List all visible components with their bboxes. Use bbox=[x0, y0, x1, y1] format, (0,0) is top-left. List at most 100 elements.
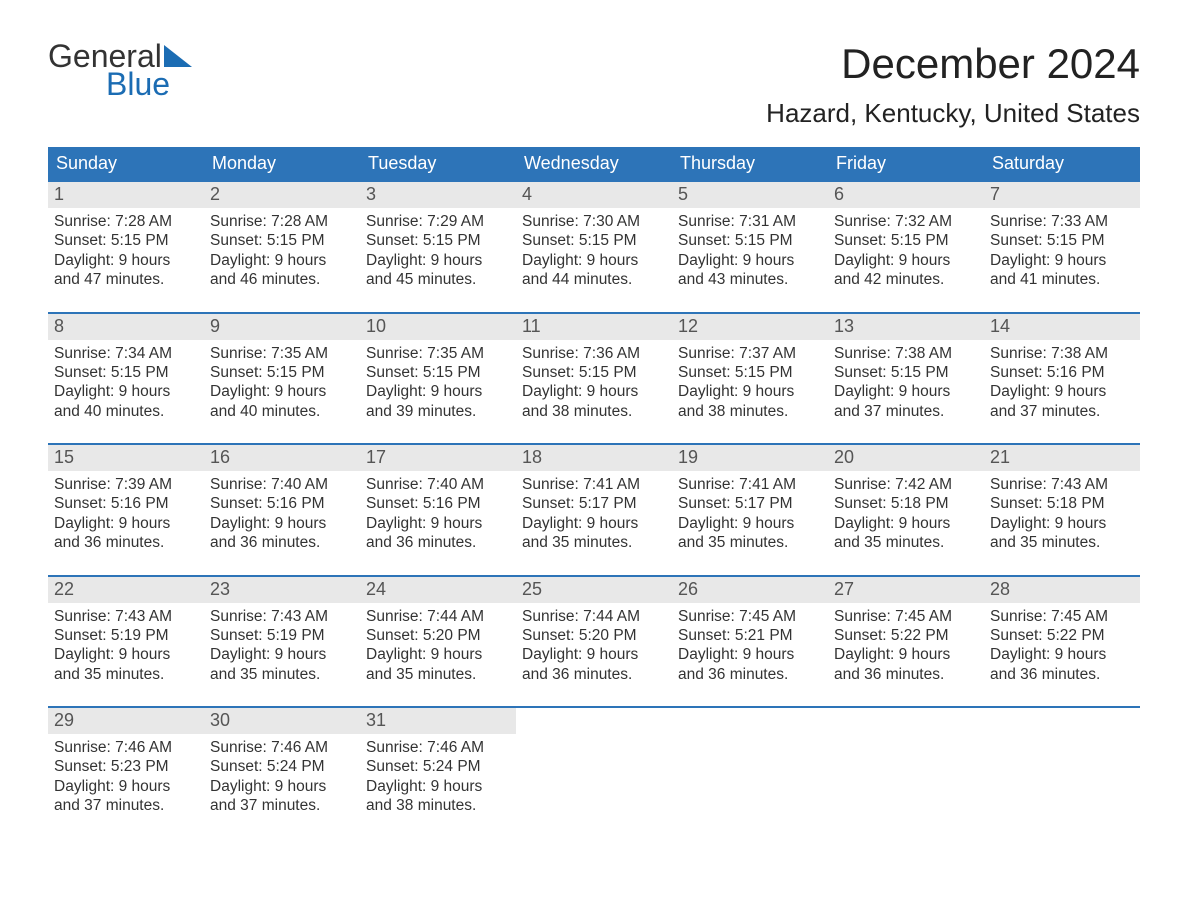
day-cell: . bbox=[672, 708, 828, 824]
day-cell: 11Sunrise: 7:36 AMSunset: 5:15 PMDayligh… bbox=[516, 314, 672, 430]
day-number: 27 bbox=[828, 577, 984, 603]
day-sunset: Sunset: 5:15 PM bbox=[54, 363, 198, 382]
day-sunset: Sunset: 5:15 PM bbox=[834, 363, 978, 382]
day-sunrise: Sunrise: 7:29 AM bbox=[366, 212, 510, 231]
page-header: General Blue December 2024 Hazard, Kentu… bbox=[48, 40, 1140, 129]
day-sunset: Sunset: 5:22 PM bbox=[990, 626, 1134, 645]
day-dl1: Daylight: 9 hours bbox=[678, 645, 822, 664]
day-sunset: Sunset: 5:20 PM bbox=[366, 626, 510, 645]
day-dl1: Daylight: 9 hours bbox=[678, 251, 822, 270]
day-dl2: and 36 minutes. bbox=[366, 533, 510, 552]
day-cell: 4Sunrise: 7:30 AMSunset: 5:15 PMDaylight… bbox=[516, 182, 672, 298]
day-cell: 5Sunrise: 7:31 AMSunset: 5:15 PMDaylight… bbox=[672, 182, 828, 298]
day-dl1: Daylight: 9 hours bbox=[522, 645, 666, 664]
day-cell: 29Sunrise: 7:46 AMSunset: 5:23 PMDayligh… bbox=[48, 708, 204, 824]
day-dl1: Daylight: 9 hours bbox=[834, 251, 978, 270]
day-sunset: Sunset: 5:15 PM bbox=[990, 231, 1134, 250]
day-cell: 21Sunrise: 7:43 AMSunset: 5:18 PMDayligh… bbox=[984, 445, 1140, 561]
day-cell: 23Sunrise: 7:43 AMSunset: 5:19 PMDayligh… bbox=[204, 577, 360, 693]
day-cell: 27Sunrise: 7:45 AMSunset: 5:22 PMDayligh… bbox=[828, 577, 984, 693]
day-number: 4 bbox=[516, 182, 672, 208]
day-sunrise: Sunrise: 7:35 AM bbox=[366, 344, 510, 363]
day-dl2: and 37 minutes. bbox=[54, 796, 198, 815]
day-dl2: and 36 minutes. bbox=[54, 533, 198, 552]
day-sunset: Sunset: 5:15 PM bbox=[210, 363, 354, 382]
day-sunrise: Sunrise: 7:36 AM bbox=[522, 344, 666, 363]
week-row: 29Sunrise: 7:46 AMSunset: 5:23 PMDayligh… bbox=[48, 706, 1140, 824]
day-info: Sunrise: 7:39 AMSunset: 5:16 PMDaylight:… bbox=[48, 471, 204, 553]
day-cell: 18Sunrise: 7:41 AMSunset: 5:17 PMDayligh… bbox=[516, 445, 672, 561]
day-sunset: Sunset: 5:15 PM bbox=[522, 231, 666, 250]
day-sunset: Sunset: 5:16 PM bbox=[990, 363, 1134, 382]
day-info: Sunrise: 7:37 AMSunset: 5:15 PMDaylight:… bbox=[672, 340, 828, 422]
day-cell: 12Sunrise: 7:37 AMSunset: 5:15 PMDayligh… bbox=[672, 314, 828, 430]
day-cell: 17Sunrise: 7:40 AMSunset: 5:16 PMDayligh… bbox=[360, 445, 516, 561]
day-info: Sunrise: 7:40 AMSunset: 5:16 PMDaylight:… bbox=[204, 471, 360, 553]
day-cell: 3Sunrise: 7:29 AMSunset: 5:15 PMDaylight… bbox=[360, 182, 516, 298]
day-number: 28 bbox=[984, 577, 1140, 603]
day-cell: . bbox=[516, 708, 672, 824]
day-sunset: Sunset: 5:19 PM bbox=[54, 626, 198, 645]
day-dl1: Daylight: 9 hours bbox=[210, 645, 354, 664]
day-cell: 2Sunrise: 7:28 AMSunset: 5:15 PMDaylight… bbox=[204, 182, 360, 298]
day-info: Sunrise: 7:44 AMSunset: 5:20 PMDaylight:… bbox=[360, 603, 516, 685]
day-sunset: Sunset: 5:16 PM bbox=[366, 494, 510, 513]
day-sunrise: Sunrise: 7:30 AM bbox=[522, 212, 666, 231]
day-sunrise: Sunrise: 7:42 AM bbox=[834, 475, 978, 494]
day-sunset: Sunset: 5:21 PM bbox=[678, 626, 822, 645]
day-info: Sunrise: 7:38 AMSunset: 5:15 PMDaylight:… bbox=[828, 340, 984, 422]
day-dl2: and 42 minutes. bbox=[834, 270, 978, 289]
day-sunrise: Sunrise: 7:39 AM bbox=[54, 475, 198, 494]
day-dl2: and 44 minutes. bbox=[522, 270, 666, 289]
day-sunset: Sunset: 5:23 PM bbox=[54, 757, 198, 776]
day-number: 13 bbox=[828, 314, 984, 340]
day-cell: 16Sunrise: 7:40 AMSunset: 5:16 PMDayligh… bbox=[204, 445, 360, 561]
day-dl1: Daylight: 9 hours bbox=[210, 777, 354, 796]
day-dl2: and 38 minutes. bbox=[522, 402, 666, 421]
day-dl1: Daylight: 9 hours bbox=[990, 645, 1134, 664]
day-number: 31 bbox=[360, 708, 516, 734]
day-dl1: Daylight: 9 hours bbox=[366, 251, 510, 270]
day-number: 24 bbox=[360, 577, 516, 603]
day-sunrise: Sunrise: 7:32 AM bbox=[834, 212, 978, 231]
day-number: 17 bbox=[360, 445, 516, 471]
day-number: 10 bbox=[360, 314, 516, 340]
day-info: Sunrise: 7:43 AMSunset: 5:19 PMDaylight:… bbox=[204, 603, 360, 685]
day-dl1: Daylight: 9 hours bbox=[210, 514, 354, 533]
day-sunrise: Sunrise: 7:28 AM bbox=[54, 212, 198, 231]
day-info: Sunrise: 7:30 AMSunset: 5:15 PMDaylight:… bbox=[516, 208, 672, 290]
dow-tuesday: Tuesday bbox=[360, 147, 516, 180]
day-sunrise: Sunrise: 7:33 AM bbox=[990, 212, 1134, 231]
day-dl1: Daylight: 9 hours bbox=[366, 777, 510, 796]
day-sunrise: Sunrise: 7:41 AM bbox=[678, 475, 822, 494]
day-number: 11 bbox=[516, 314, 672, 340]
day-sunset: Sunset: 5:24 PM bbox=[210, 757, 354, 776]
day-dl2: and 35 minutes. bbox=[522, 533, 666, 552]
day-sunset: Sunset: 5:18 PM bbox=[990, 494, 1134, 513]
day-number: 15 bbox=[48, 445, 204, 471]
day-dl1: Daylight: 9 hours bbox=[54, 645, 198, 664]
day-sunrise: Sunrise: 7:38 AM bbox=[834, 344, 978, 363]
day-info: Sunrise: 7:43 AMSunset: 5:19 PMDaylight:… bbox=[48, 603, 204, 685]
day-cell: . bbox=[828, 708, 984, 824]
month-title: December 2024 bbox=[766, 40, 1140, 88]
day-cell: 26Sunrise: 7:45 AMSunset: 5:21 PMDayligh… bbox=[672, 577, 828, 693]
day-sunset: Sunset: 5:22 PM bbox=[834, 626, 978, 645]
day-info: Sunrise: 7:38 AMSunset: 5:16 PMDaylight:… bbox=[984, 340, 1140, 422]
day-sunrise: Sunrise: 7:44 AM bbox=[522, 607, 666, 626]
day-dl2: and 40 minutes. bbox=[54, 402, 198, 421]
day-dl1: Daylight: 9 hours bbox=[678, 382, 822, 401]
day-number: 12 bbox=[672, 314, 828, 340]
day-number: 19 bbox=[672, 445, 828, 471]
day-number: 26 bbox=[672, 577, 828, 603]
day-info: Sunrise: 7:29 AMSunset: 5:15 PMDaylight:… bbox=[360, 208, 516, 290]
day-sunset: Sunset: 5:20 PM bbox=[522, 626, 666, 645]
day-sunrise: Sunrise: 7:40 AM bbox=[210, 475, 354, 494]
day-dl1: Daylight: 9 hours bbox=[366, 382, 510, 401]
day-info: Sunrise: 7:28 AMSunset: 5:15 PMDaylight:… bbox=[48, 208, 204, 290]
day-dl2: and 35 minutes. bbox=[990, 533, 1134, 552]
day-dl1: Daylight: 9 hours bbox=[366, 645, 510, 664]
day-sunset: Sunset: 5:15 PM bbox=[834, 231, 978, 250]
day-number: 30 bbox=[204, 708, 360, 734]
day-sunrise: Sunrise: 7:43 AM bbox=[990, 475, 1134, 494]
